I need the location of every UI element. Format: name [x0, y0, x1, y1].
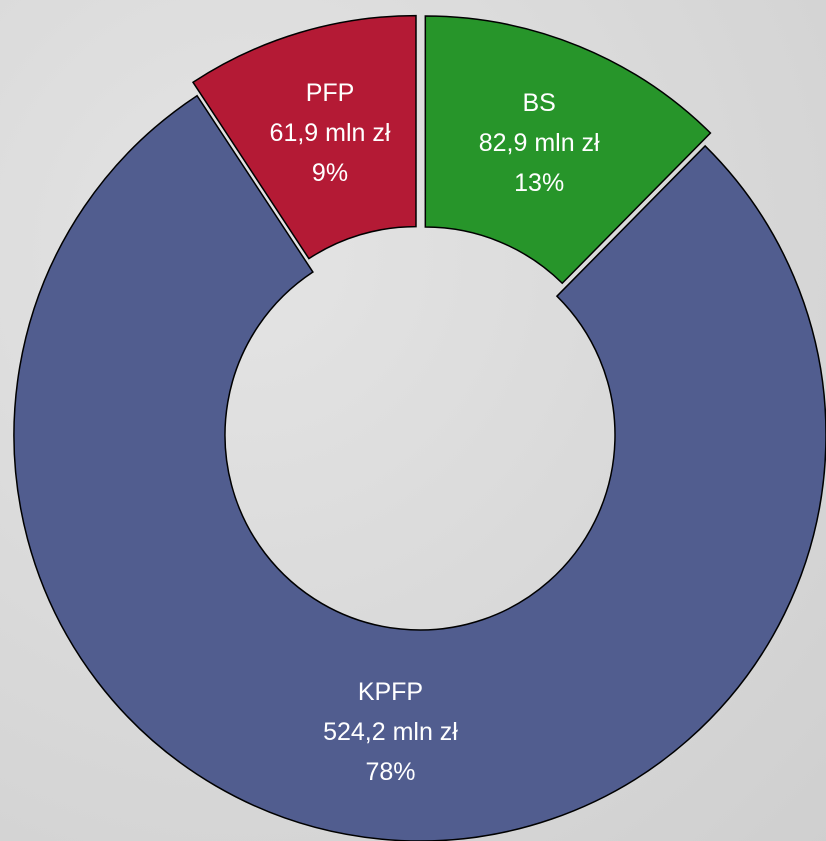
slice [424, 15, 712, 285]
percent-label: 78% [365, 758, 415, 786]
slice [13, 94, 826, 841]
percent-label: 13% [514, 169, 564, 197]
slice-label: BS [522, 89, 555, 117]
value-label: 82,9 mln zł [479, 129, 600, 157]
slice-label: KPFP [358, 678, 423, 706]
value-label: 61,9 mln zł [270, 119, 391, 147]
percent-label: 9% [312, 159, 348, 187]
value-label: 524,2 mln zł [323, 718, 458, 746]
slice [191, 14, 417, 260]
slice-label: PFP [306, 79, 355, 107]
